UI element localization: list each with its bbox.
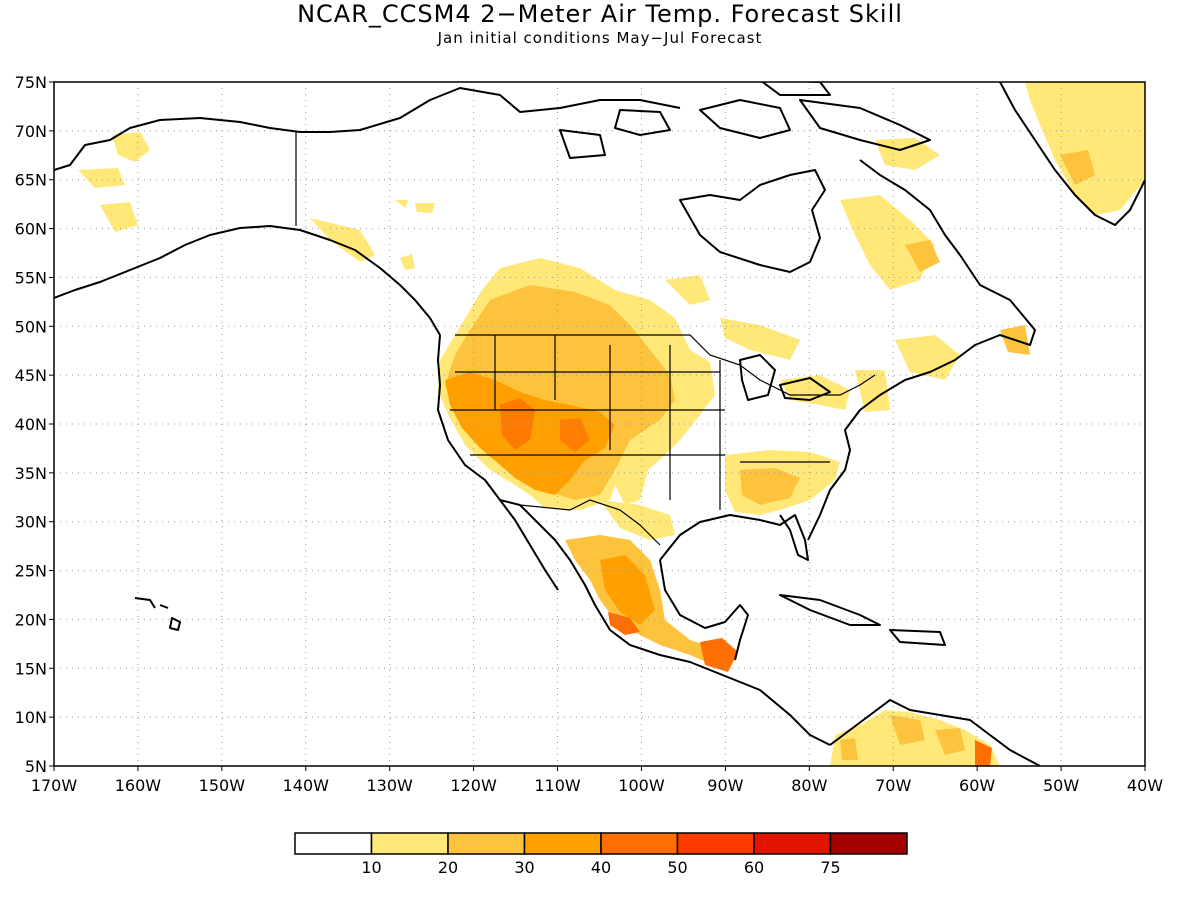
colorbar-label: 20 <box>438 858 458 877</box>
y-tick-label: 20N <box>15 610 47 629</box>
x-tick-label: 60W <box>959 776 995 795</box>
chart-title: NCAR_CCSM4 2−Meter Air Temp. Forecast Sk… <box>297 0 903 28</box>
x-tick-label: 50W <box>1043 776 1079 795</box>
y-tick-label: 25N <box>15 562 47 581</box>
y-tick-label: 45N <box>15 366 47 385</box>
colorbar-label: 30 <box>514 858 534 877</box>
y-tick-label: 40N <box>15 415 47 434</box>
colorbar-swatch <box>753 832 832 855</box>
y-tick-label: 65N <box>15 171 47 190</box>
y-tick-label: 75N <box>15 73 47 92</box>
y-tick-label: 60N <box>15 220 47 239</box>
colorbar-swatch <box>447 832 526 855</box>
x-tick-label: 40W <box>1127 776 1163 795</box>
x-axis-ticks: 170W 160W 150W 140W 130W 120W 110W 100W 90W 80W 70… <box>31 766 1163 795</box>
x-tick-label: 130W <box>367 776 414 795</box>
y-tick-label: 55N <box>15 268 47 287</box>
coastlines <box>54 82 1145 766</box>
y-tick-label: 70N <box>15 122 47 141</box>
colorbar: 10 20 30 40 50 60 75 <box>294 832 908 877</box>
skill-region-alaska <box>112 132 150 162</box>
chart-subtitle: Jan initial conditions May−Jul Forecast <box>437 29 763 47</box>
x-tick-label: 110W <box>534 776 581 795</box>
colorbar-label: 40 <box>591 858 611 877</box>
x-tick-label: 160W <box>115 776 162 795</box>
y-tick-label: 5N <box>25 757 47 776</box>
y-tick-label: 50N <box>15 317 47 336</box>
y-axis-ticks: 75N 70N 65N 60N 55N 50N 45N 40N 35N 30N 25N 20N 15N 1… <box>15 73 54 776</box>
x-tick-label: 100W <box>618 776 665 795</box>
colorbar-swatch <box>523 832 602 855</box>
x-tick-label: 170W <box>31 776 78 795</box>
y-tick-label: 15N <box>15 659 47 678</box>
colorbar-swatch <box>600 832 679 855</box>
political-borders <box>295 132 876 546</box>
y-tick-label: 10N <box>15 708 47 727</box>
skill-shading <box>78 82 1145 766</box>
gridlines <box>54 82 1145 766</box>
colorbar-swatch <box>676 832 755 855</box>
skill-region-greenland <box>1025 82 1145 215</box>
x-tick-label: 150W <box>199 776 246 795</box>
y-tick-label: 30N <box>15 513 47 532</box>
colorbar-swatch <box>370 832 449 855</box>
colorbar-swatch <box>829 832 908 855</box>
y-tick-label: 35N <box>15 464 47 483</box>
colorbar-label: 10 <box>361 858 381 877</box>
colorbar-swatch <box>294 832 373 855</box>
x-tick-label: 140W <box>283 776 330 795</box>
colorbar-label: 60 <box>744 858 764 877</box>
x-tick-label: 70W <box>875 776 911 795</box>
colorbar-label: 75 <box>820 858 840 877</box>
x-tick-label: 80W <box>791 776 827 795</box>
x-tick-label: 120W <box>450 776 497 795</box>
x-tick-label: 90W <box>707 776 743 795</box>
colorbar-label: 50 <box>667 858 687 877</box>
